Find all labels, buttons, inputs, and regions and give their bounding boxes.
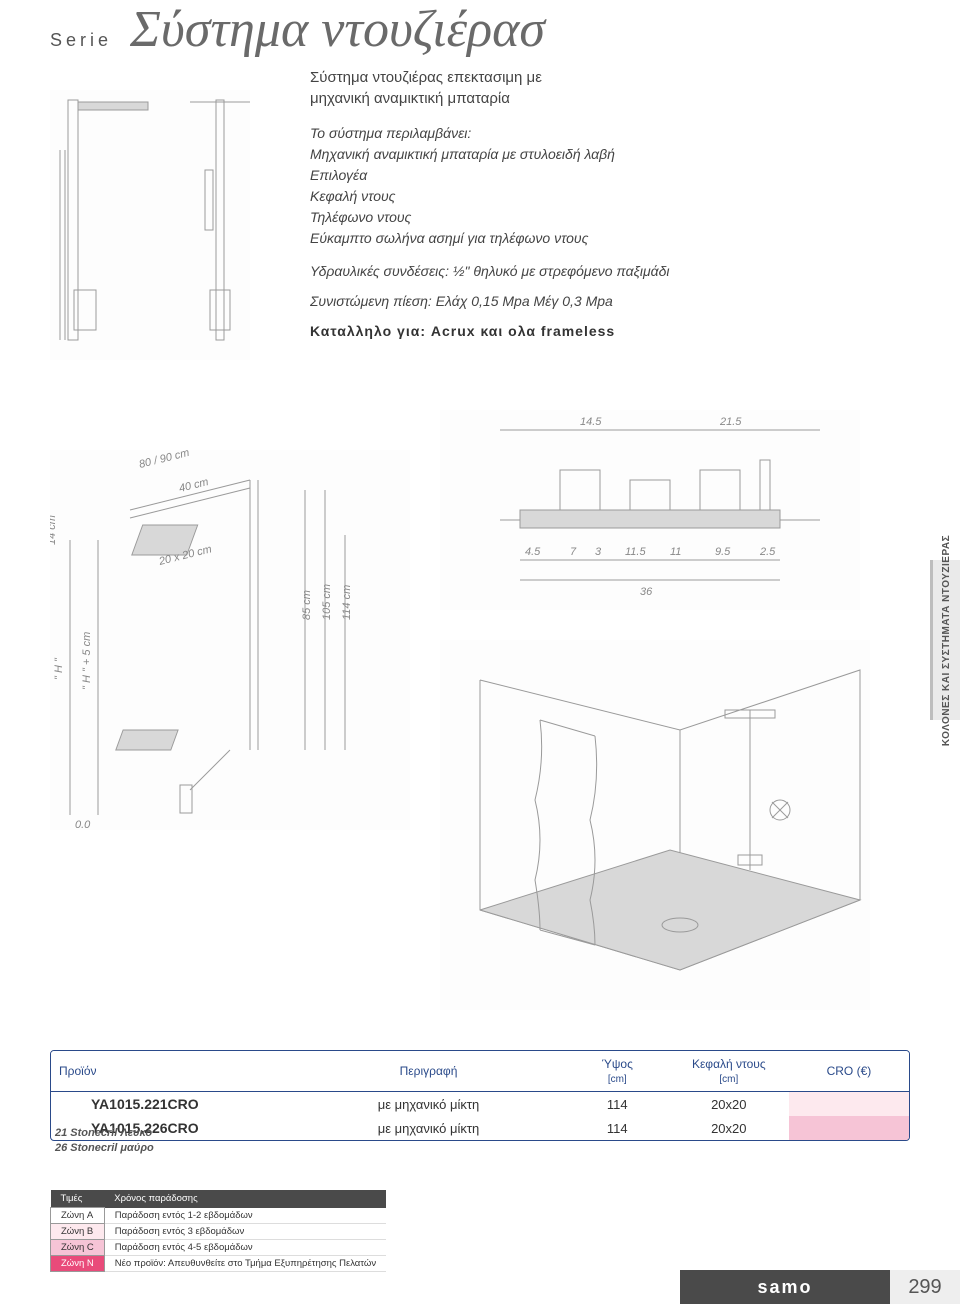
svg-text:114 cm: 114 cm (341, 585, 353, 620)
inc-4: Εύκαμπτο σωλήνα ασημί για τηλέφωνο ντους (310, 228, 910, 249)
svg-text:85 cm: 85 cm (301, 590, 313, 620)
footer-page-number: 299 (890, 1270, 960, 1304)
svg-text:0.0: 0.0 (75, 819, 91, 830)
delivery-row: Ζώνη N Νέο προϊόν: Απευθυνθείτε στο Τμήμ… (51, 1256, 387, 1272)
subtitle-l1: Σύστημα ντουζιέρας επεκτασιμη με (310, 69, 542, 86)
svg-text:14.5: 14.5 (580, 416, 602, 428)
zone-text: Παράδοση εντός 3 εβδομάδων (104, 1224, 386, 1240)
cell-code: YA1015.221CRO (51, 1092, 291, 1117)
svg-text:" H " + 5 cm: " H " + 5 cm (81, 632, 93, 690)
includes-block: Το σύστημα περιλαμβάνει: Μηχανική αναμικ… (310, 123, 910, 249)
footer-brand: samo (680, 1270, 890, 1304)
dh-1: Τιμές (51, 1190, 105, 1208)
inc-2: Κεφαλή ντους (310, 186, 910, 207)
diagram-plan-svg: 14.5 21.5 4.5 7 3 11.5 11 9.5 2.5 36 (440, 410, 860, 610)
zone-label: Ζώνη C (51, 1240, 105, 1256)
zone-text: Παράδοση εντός 4-5 εβδομάδων (104, 1240, 386, 1256)
delivery-row: Ζώνη B Παράδοση εντός 3 εβδομάδων (51, 1224, 387, 1240)
product-table: Προϊόν Περιγραφή Ύψος [cm] Κεφαλή ντους … (50, 1050, 910, 1141)
svg-text:4.5: 4.5 (525, 546, 541, 558)
serie-label: Serie (50, 30, 112, 51)
diagram-plan-detail: 14.5 21.5 4.5 7 3 11.5 11 9.5 2.5 36 (440, 410, 860, 610)
zone-text: Παράδοση εντός 1-2 εβδομάδων (104, 1208, 386, 1224)
cell-price (789, 1116, 909, 1140)
footer-bar: samo 299 (680, 1270, 960, 1304)
inc-1: Επιλογέα (310, 165, 910, 186)
fl-2: 26 Stonecril μαύρο (55, 1142, 154, 1154)
delivery-row: Ζώνη A Παράδοση εντός 1-2 εβδομάδων (51, 1208, 387, 1224)
side-tab-label: ΚΟΛΟΝΕΣ ΚΑΙ ΣΥΣΤΗΜΑΤΑ ΝΤΟΥΖΙΕΡΑΣ (941, 534, 952, 745)
delivery-table: Τιμές Χρόνος παράδοσης Ζώνη A Παράδοση ε… (50, 1190, 386, 1272)
pressure-line: Συνιστώμενη πίεση: Ελάχ 0,15 Mpa Μέγ 0,3… (310, 293, 910, 309)
subtitle-l2: μηχανική αναμικτική μπαταρία (310, 90, 510, 107)
table-row: YA1015.226CRO με μηχανικό μίκτη 114 20x2… (51, 1116, 909, 1140)
svg-text:80 / 90 cm: 80 / 90 cm (138, 450, 191, 471)
diagram-iso-svg: 85 cm 105 cm 114 cm " H " " H " + 5 cm 1… (50, 450, 410, 830)
inc-3: Τηλέφωνο ντους (310, 207, 910, 228)
suitable-line: Καταλληλο για: Acrux και ολα frameless (310, 323, 910, 339)
diagram-iso-dimensions: 85 cm 105 cm 114 cm " H " " H " + 5 cm 1… (50, 450, 410, 830)
svg-text:14 cm: 14 cm (50, 515, 58, 545)
delivery-row: Ζώνη C Παράδοση εντός 4-5 εβδομάδων (51, 1240, 387, 1256)
th-price: CRO (€) (789, 1051, 909, 1092)
table-header-row: Προϊόν Περιγραφή Ύψος [cm] Κεφαλή ντους … (51, 1051, 909, 1092)
subtitle: Σύστημα ντουζιέρας επεκτασιμη με μηχανικ… (310, 67, 910, 109)
diagram-front-side-svg (50, 90, 250, 360)
cell-head: 20x20 (669, 1092, 789, 1117)
inc-0: Μηχανική αναμικτική μπαταρία με στυλοειδ… (310, 144, 910, 165)
svg-text:2.5: 2.5 (759, 546, 776, 558)
zone-label: Ζώνη B (51, 1224, 105, 1240)
fl-1: 21 Stonecril Λευκό (55, 1127, 152, 1139)
th-desc: Περιγραφή (291, 1051, 566, 1092)
diagram-enclosure-3d (440, 640, 870, 1010)
svg-text:" H ": " H " (53, 657, 65, 680)
th-height: Ύψος [cm] (566, 1051, 669, 1092)
svg-text:21.5: 21.5 (719, 416, 742, 428)
side-category-tab: ΚΟΛΟΝΕΣ ΚΑΙ ΣΥΣΤΗΜΑΤΑ ΝΤΟΥΖΙΕΡΑΣ (930, 560, 960, 720)
th-head: Κεφαλή ντους [cm] (669, 1051, 789, 1092)
hydraulic-line: Υδραυλικές συνδέσεις: ½" θηλυκό με στρεφ… (310, 263, 910, 279)
table-row: YA1015.221CRO με μηχανικό μίκτη 114 20x2… (51, 1092, 909, 1117)
cell-desc: με μηχανικό μίκτη (291, 1116, 566, 1140)
cell-height: 114 (566, 1092, 669, 1117)
header-row: Serie Σύστημα ντουζιέρασ (50, 0, 910, 59)
zone-text: Νέο προϊόν: Απευθυνθείτε στο Τμήμα Εξυπη… (104, 1256, 386, 1272)
svg-text:36: 36 (640, 586, 653, 598)
svg-text:40 cm: 40 cm (178, 476, 210, 495)
svg-text:3: 3 (595, 546, 602, 558)
cell-desc: με μηχανικό μίκτη (291, 1092, 566, 1117)
dh-2: Χρόνος παράδοσης (104, 1190, 386, 1208)
diagram-enclosure-svg (440, 640, 870, 1010)
th-product: Προϊόν (51, 1051, 291, 1092)
delivery-header: Τιμές Χρόνος παράδοσης (51, 1190, 387, 1208)
svg-text:7: 7 (570, 546, 577, 558)
description-block: Σύστημα ντουζιέρας επεκτασιμη με μηχανικ… (310, 67, 910, 339)
svg-text:11.5: 11.5 (625, 546, 646, 558)
zone-label: Ζώνη N (51, 1256, 105, 1272)
svg-text:11: 11 (670, 546, 681, 558)
diagram-front-side (50, 90, 250, 360)
svg-text:9.5: 9.5 (715, 546, 731, 558)
page-title: Σύστημα ντουζιέρασ (130, 0, 545, 59)
zone-label: Ζώνη A (51, 1208, 105, 1224)
cell-height: 114 (566, 1116, 669, 1140)
includes-heading: Το σύστημα περιλαμβάνει: (310, 123, 910, 144)
page-root: Serie Σύστημα ντουζιέρασ Σύστημα ντουζιέ… (0, 0, 960, 1304)
svg-text:105 cm: 105 cm (321, 584, 333, 620)
cell-head: 20x20 (669, 1116, 789, 1140)
finish-legend: 21 Stonecril Λευκό 26 Stonecril μαύρο (55, 1126, 154, 1157)
cell-price (789, 1092, 909, 1117)
